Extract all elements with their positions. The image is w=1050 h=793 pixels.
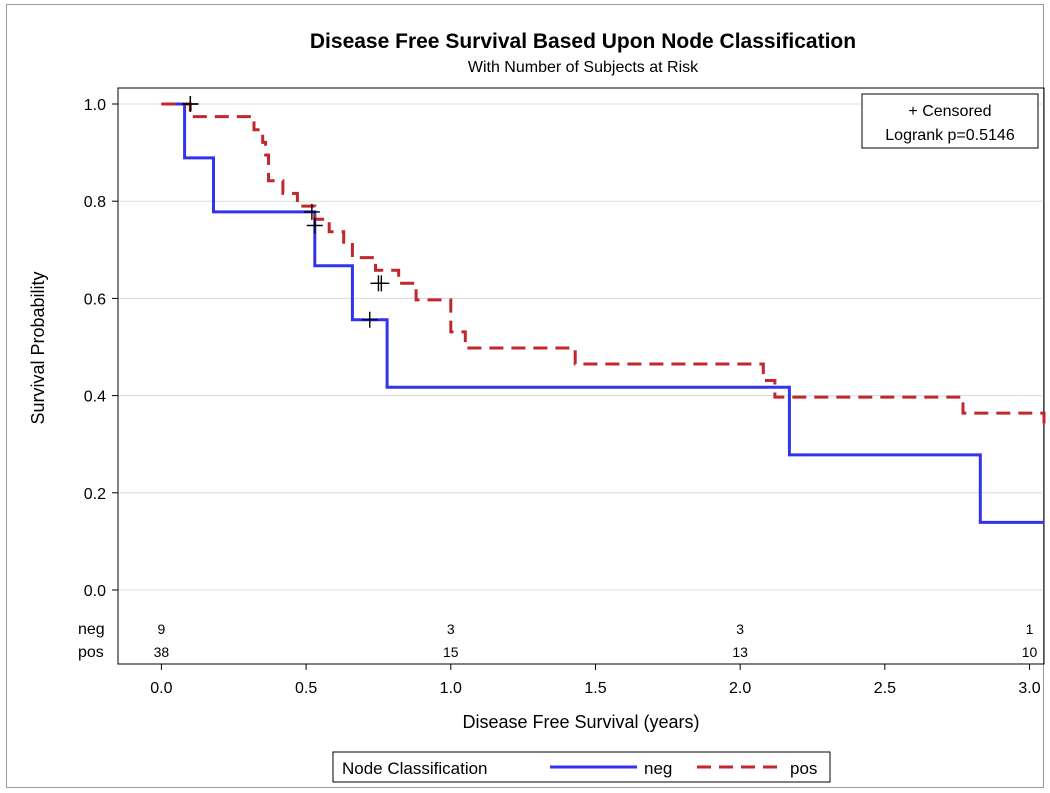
at-risk-count: 15 — [443, 644, 459, 660]
legend-label-neg: neg — [644, 759, 672, 778]
series-lines — [161, 102, 1046, 524]
chart-subtitle: With Number of Subjects at Risk — [468, 59, 699, 76]
censor-mark-neg — [303, 203, 320, 220]
at-risk-count: 10 — [1022, 644, 1038, 660]
at-risk-count: 1 — [1026, 621, 1034, 637]
chart-title: Disease Free Survival Based Upon Node Cl… — [310, 30, 856, 53]
series-line-neg — [161, 102, 1044, 524]
legend-title: Node Classification — [342, 759, 488, 778]
gridlines — [118, 103, 1044, 591]
censor-mark-neg — [361, 311, 378, 328]
at-risk-row-label: pos — [78, 644, 104, 661]
x-tick-label: 1.0 — [440, 680, 462, 697]
censor-mark-pos — [182, 96, 199, 112]
at-risk-count: 9 — [158, 621, 166, 637]
at-risk-table: neg 9 3 3 1 pos 38 15 13 10 — [78, 621, 1038, 661]
y-tick-label: 1.0 — [84, 97, 106, 114]
x-tick-label: 3.0 — [1018, 680, 1040, 697]
y-tick-label: 0.2 — [84, 486, 106, 503]
y-tick-label: 0.4 — [84, 389, 106, 406]
plot-area — [117, 87, 1045, 665]
inset-box: + Censored Logrank p=0.5146 — [861, 93, 1039, 149]
x-axis-label: Disease Free Survival (years) — [462, 712, 699, 732]
x-tick-label: 2.5 — [874, 680, 896, 697]
legend: Node Classification neg pos — [332, 751, 831, 783]
y-axis: 0.0 0.2 0.4 0.6 0.8 1.0 — [84, 97, 118, 600]
logrank-label: Logrank p=0.5146 — [885, 127, 1015, 144]
legend-label-pos: pos — [790, 759, 817, 778]
censor-mark-pos — [373, 275, 390, 292]
x-axis: 0.0 0.5 1.0 1.5 2.0 2.5 3.0 — [150, 664, 1041, 697]
at-risk-count: 3 — [736, 621, 744, 637]
x-tick-label: 2.0 — [729, 680, 751, 697]
x-tick-label: 0.0 — [150, 680, 172, 697]
censored-label: + Censored — [908, 103, 991, 120]
at-risk-count: 13 — [732, 644, 748, 660]
at-risk-count: 3 — [447, 621, 455, 637]
y-tick-label: 0.8 — [84, 194, 106, 211]
censor-markers — [182, 96, 390, 328]
x-tick-label: 1.5 — [584, 680, 606, 697]
y-tick-label: 0.0 — [84, 583, 106, 600]
y-axis-label: Survival Probability — [28, 271, 48, 424]
x-tick-label: 0.5 — [295, 680, 317, 697]
series-line-pos — [161, 102, 1046, 430]
censor-mark-neg — [306, 217, 323, 234]
y-tick-label: 0.6 — [84, 291, 106, 308]
at-risk-count: 38 — [154, 644, 170, 660]
at-risk-row-label: neg — [78, 621, 105, 638]
